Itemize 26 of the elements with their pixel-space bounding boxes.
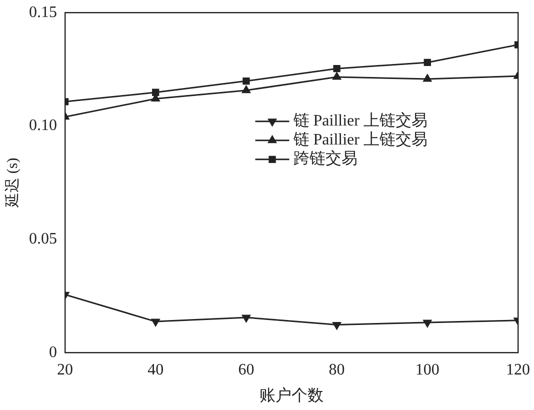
point [242,314,250,322]
x-tick-label: 60 [238,361,254,378]
x-tick-label: 120 [506,361,530,378]
x-tick-label: 100 [415,361,440,378]
point [242,86,250,94]
point [423,74,432,82]
y-axis-title: 延迟 (s) [4,158,21,208]
point [152,88,160,96]
x-tick-label: 20 [57,361,73,378]
legend-label: 链 Paillier 上链交易 [292,130,428,149]
x-tick-label: 40 [148,361,164,378]
point [424,58,431,66]
point [242,77,250,85]
point [332,72,342,80]
point [332,322,342,330]
y-tick-label: 0.05 [29,230,57,248]
point [151,318,160,326]
point [423,320,432,328]
legend-label: 跨链交易 [293,150,358,168]
legend-label: 链 Paillier 上链交易 [292,112,428,130]
point [333,65,340,72]
x-tick-label: 80 [328,361,345,378]
x-axis-title: 账户个数 [260,386,324,405]
y-tick-label: 0.10 [29,117,57,134]
y-tick-label: 0 [49,344,57,361]
y-tick-label: 0.15 [29,4,57,21]
